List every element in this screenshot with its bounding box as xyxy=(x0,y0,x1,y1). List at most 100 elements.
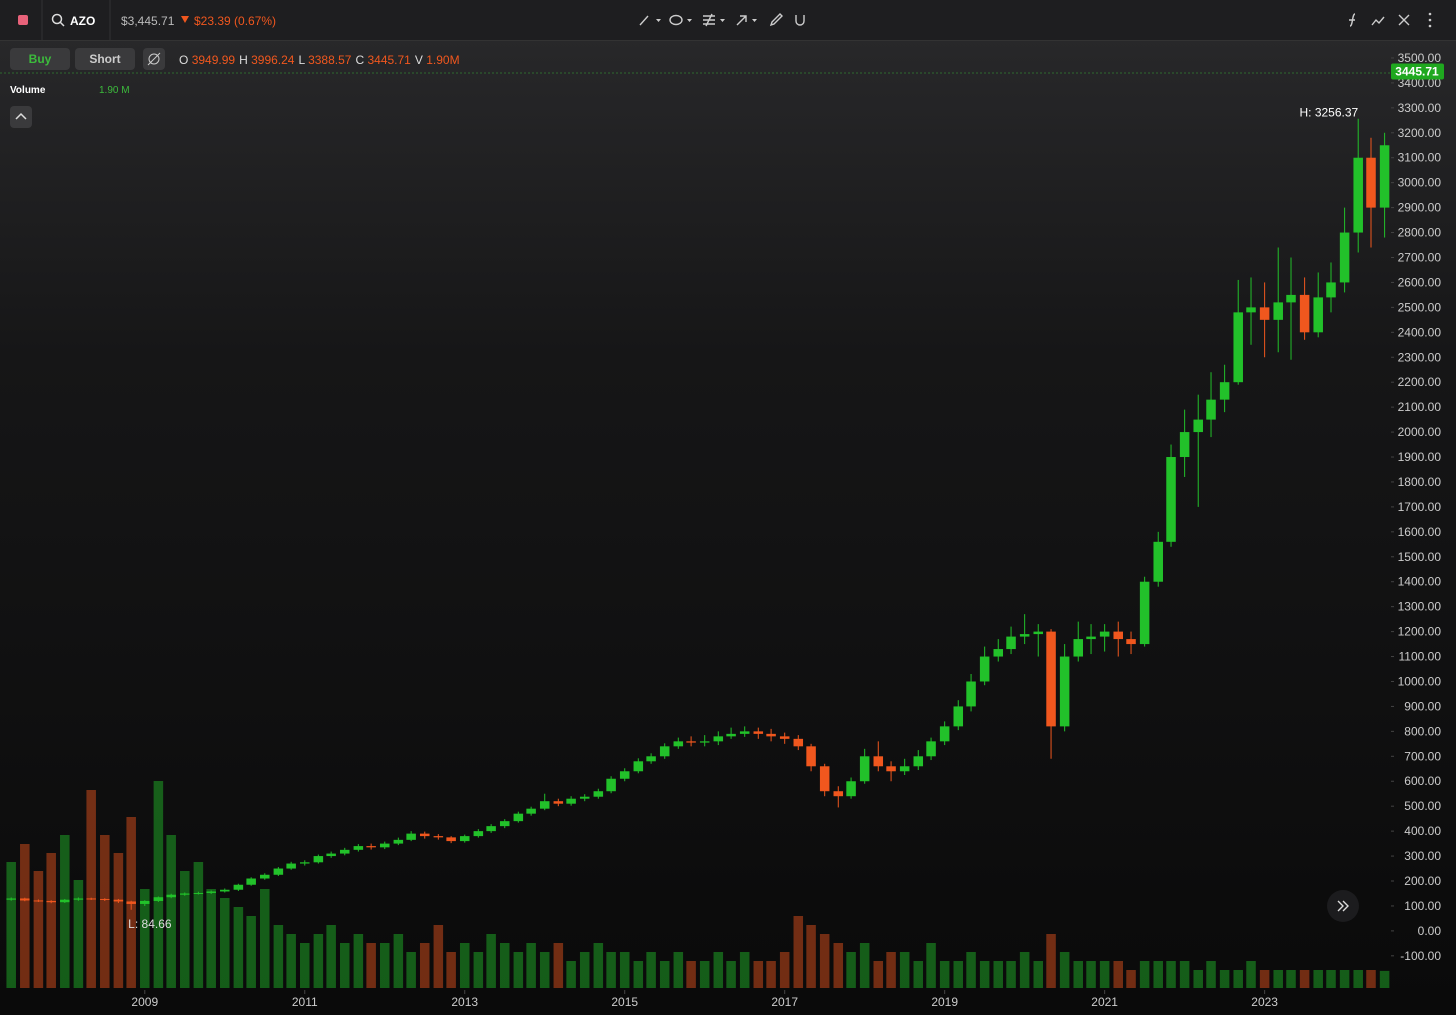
x-tick-label: 2011 xyxy=(292,995,318,1009)
volume-bar xyxy=(379,943,390,988)
volume-bar xyxy=(233,907,244,988)
candle-body xyxy=(699,741,710,743)
last-price-tag xyxy=(1391,63,1444,80)
volume-bar xyxy=(1313,970,1323,988)
volume-bar xyxy=(886,952,896,988)
symbol[interactable]: AZO xyxy=(70,14,96,28)
candle-body xyxy=(633,761,644,772)
candle-body xyxy=(1353,157,1363,233)
arrow-tool[interactable] xyxy=(736,15,747,26)
volume-bar xyxy=(979,961,990,988)
stop-icon[interactable] xyxy=(18,15,28,25)
volume-bar xyxy=(579,952,590,988)
candle-body xyxy=(1099,631,1110,637)
y-tick-label: 0.00 xyxy=(1418,924,1442,938)
candle-body xyxy=(406,833,416,840)
volume-bar xyxy=(859,943,870,988)
volume-bar xyxy=(353,934,364,988)
indicator-icon[interactable] xyxy=(1371,16,1385,26)
search-icon[interactable] xyxy=(51,13,63,25)
magnet-tool[interactable] xyxy=(795,15,805,26)
ohlc-legend: O 3949.99 H 3996.24 L 3388.57 C 3445.71 V 1.… xyxy=(179,53,464,67)
volume-bar xyxy=(739,952,750,988)
line-tool[interactable] xyxy=(639,15,649,26)
volume-bar xyxy=(286,934,296,988)
candle-body xyxy=(953,706,964,727)
y-tick-label: 1600.00 xyxy=(1398,525,1442,539)
volume-bar xyxy=(646,952,656,988)
candle-body xyxy=(979,656,990,682)
volume-bar xyxy=(779,952,790,988)
close-value: 3445.71 xyxy=(367,53,411,67)
volume-bar xyxy=(1073,961,1084,988)
collapse-button[interactable] xyxy=(10,106,32,128)
cross-icon[interactable] xyxy=(1398,14,1410,26)
candle-body xyxy=(846,781,856,797)
y-tick-label: 400.00 xyxy=(1404,824,1441,838)
volume-value: 1.90M xyxy=(426,53,460,67)
candle-body xyxy=(606,778,616,792)
y-tick-label: 2300.00 xyxy=(1398,350,1442,364)
candle-body xyxy=(619,771,630,779)
y-tick-label: 2000.00 xyxy=(1398,425,1442,439)
candle-body xyxy=(926,741,936,757)
volume-bar xyxy=(1006,961,1016,988)
candle-body xyxy=(180,893,190,895)
candle-body xyxy=(33,900,44,902)
buy-button[interactable]: Buy xyxy=(10,48,70,70)
volume-bar xyxy=(913,961,924,988)
candle-body xyxy=(1299,294,1310,333)
candle-body xyxy=(1206,399,1216,420)
volume-bar xyxy=(246,916,256,988)
candle-body xyxy=(1259,307,1270,320)
scroll-button[interactable] xyxy=(1327,890,1359,922)
high-annotation: H: 3256.37 xyxy=(1299,106,1358,120)
volume-bar xyxy=(459,943,470,988)
volume-bar xyxy=(1259,970,1270,988)
volume-bar xyxy=(766,961,776,988)
candle-body xyxy=(939,726,950,742)
y-tick-label: 3000.00 xyxy=(1398,176,1442,190)
candle-body xyxy=(113,899,124,902)
candle-body xyxy=(1153,541,1163,582)
candle-body xyxy=(886,766,896,772)
volume-bar xyxy=(726,961,736,988)
volume-bar xyxy=(1046,934,1056,988)
candle-body xyxy=(1246,307,1256,313)
volume-bar xyxy=(1059,952,1070,988)
change: $23.39 (0.67%) xyxy=(194,14,277,28)
candle-body xyxy=(1379,145,1390,208)
hide-button[interactable] xyxy=(143,48,165,70)
volume-value: 1.90 M xyxy=(99,85,130,96)
volume-bar xyxy=(699,961,710,988)
candle-body xyxy=(913,756,924,767)
candle-body xyxy=(646,756,656,762)
fib-tool[interactable] xyxy=(703,13,715,27)
y-tick-label: 3500.00 xyxy=(1398,51,1442,65)
candle-body xyxy=(1326,282,1336,298)
volume-bar xyxy=(73,880,84,988)
candle-body xyxy=(553,801,564,804)
short-button[interactable]: Short xyxy=(75,48,135,70)
candle-body xyxy=(6,898,16,900)
volume-bar xyxy=(1366,970,1376,988)
function-icon[interactable] xyxy=(1349,13,1356,27)
volume-bar xyxy=(46,853,56,988)
candle-body xyxy=(60,899,70,903)
volume-bar xyxy=(539,952,550,988)
ellipse-tool[interactable] xyxy=(669,14,683,26)
y-tick-label: -100.00 xyxy=(1400,949,1441,963)
candle-body xyxy=(499,821,510,827)
volume-bar xyxy=(86,790,96,988)
volume-bar xyxy=(499,943,510,988)
y-tick-label: 1700.00 xyxy=(1398,500,1442,514)
volume-bar xyxy=(1099,961,1110,988)
volume-bar xyxy=(33,871,44,988)
volume-bar xyxy=(513,952,524,988)
pencil-tool[interactable] xyxy=(769,13,783,27)
candle-body xyxy=(46,900,56,903)
volume-bar xyxy=(473,952,484,988)
volume-bar xyxy=(446,952,456,988)
volume-bar xyxy=(486,934,496,988)
y-tick-label: 3200.00 xyxy=(1398,126,1442,140)
